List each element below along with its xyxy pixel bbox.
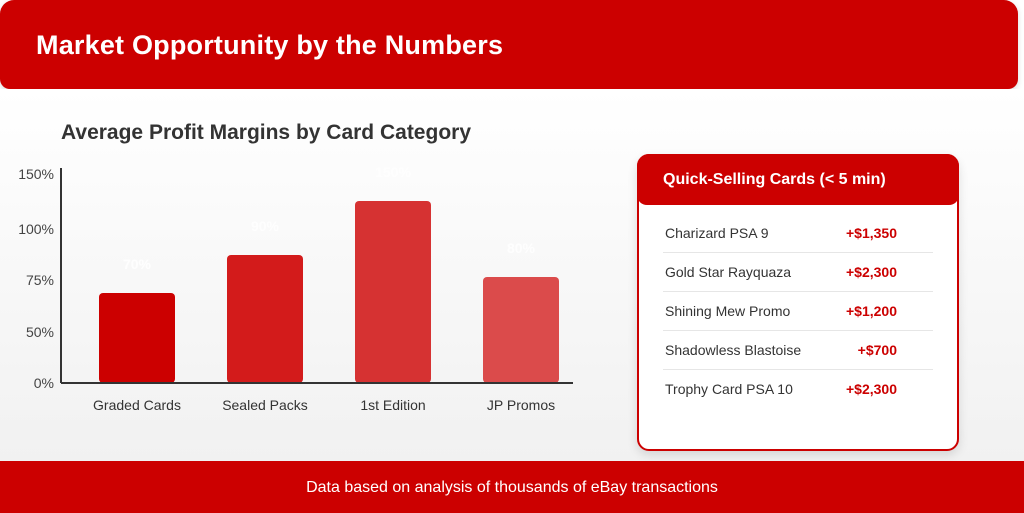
category-label: Sealed Packs [222,397,308,413]
footer-banner: Data based on analysis of thousands of e… [0,461,1024,513]
card-name: Charizard PSA 9 [665,225,769,241]
card-price: +$2,300 [846,264,897,280]
card-price: +$1,350 [846,225,897,241]
card-name: Trophy Card PSA 10 [665,381,793,397]
quick-selling-card: Quick-Selling Cards (< 5 min) Charizard … [637,154,959,451]
card-name: Gold Star Rayquaza [665,264,792,280]
bar-value-label: 150% [375,164,411,180]
y-tick-label: 50% [26,324,54,340]
card-name: Shining Mew Promo [665,303,791,319]
list-item: Trophy Card PSA 10 +$2,300 [663,370,933,408]
quick-selling-header: Quick-Selling Cards (< 5 min) [637,154,959,205]
card-price: +$2,300 [846,381,897,397]
quick-selling-list: Charizard PSA 9 +$1,350 Gold Star Rayqua… [663,214,933,408]
list-item: Gold Star Rayquaza +$2,300 [663,253,933,292]
chart-title: Average Profit Margins by Card Category [61,121,471,144]
category-label: JP Promos [487,397,555,413]
quick-selling-title: Quick-Selling Cards (< 5 min) [663,171,886,188]
card-name: Shadowless Blastoise [665,342,802,358]
list-item: Charizard PSA 9 +$1,350 [663,214,933,253]
category-label: Graded Cards [93,397,181,413]
page-title: Market Opportunity by the Numbers [36,30,504,60]
list-item: Shining Mew Promo +$1,200 [663,292,933,331]
bar [355,201,431,383]
y-tick-label: 100% [18,221,54,237]
category-label: 1st Edition [360,397,425,413]
list-item: Shadowless Blastoise +$700 [663,331,933,370]
y-tick-label: 0% [34,375,54,391]
bar [483,277,559,383]
bar [227,255,303,383]
bar-value-label: 80% [507,240,536,256]
footer-text: Data based on analysis of thousands of e… [306,479,718,496]
y-tick-label: 150% [18,166,54,182]
bar-value-label: 70% [123,256,152,272]
card-price: +$1,200 [846,303,897,319]
card-price: +$700 [857,342,897,358]
bar-value-label: 90% [251,218,280,234]
bar [99,293,175,383]
profit-margin-chart: 0% 50% 75% 100% 150% 70% 90% 150% 80% Graded Ca… [18,164,573,413]
y-tick-label: 75% [26,272,54,288]
header-banner: Market Opportunity by the Numbers [0,0,1018,89]
